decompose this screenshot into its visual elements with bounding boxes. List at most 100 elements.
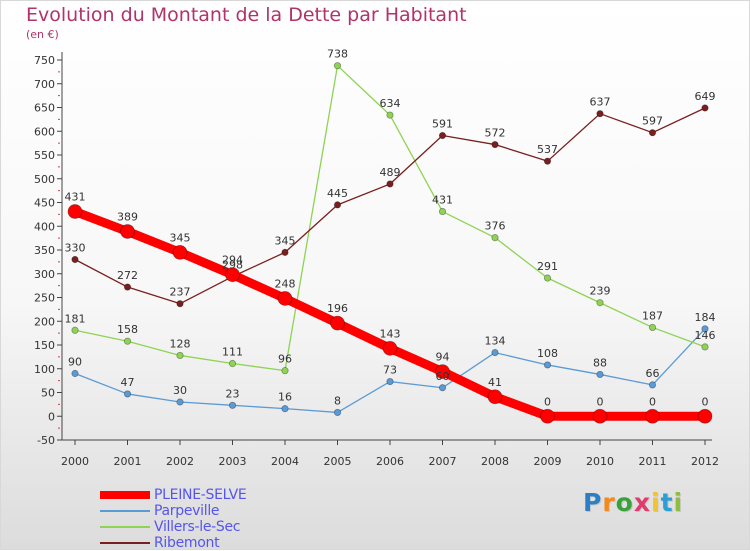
series-point-villers-le-sec (491, 234, 499, 242)
data-label-ribemont: 489 (380, 166, 401, 179)
proxiti-logo: Proxiti (583, 488, 683, 517)
series-point-parpeville (228, 401, 237, 409)
data-label-parpeville: 88 (593, 356, 607, 369)
series-point-ribemont (386, 180, 394, 188)
data-label-parpeville: 30 (173, 384, 187, 397)
series-point-ribemont (438, 131, 447, 140)
data-label-villers-le-sec: 111 (222, 346, 243, 359)
series-point-ribemont (333, 201, 342, 209)
series-point-villers-le-sec (333, 62, 342, 70)
series-point-villers-le-sec (543, 274, 552, 282)
data-label-villers-le-sec: 738 (327, 48, 348, 61)
series-point-parpeville (281, 405, 289, 413)
data-label-ribemont: 591 (432, 118, 453, 131)
series-point-ribemont (596, 110, 604, 118)
chart-subtitle: (en €) (26, 28, 59, 41)
data-label-ribemont: 272 (117, 269, 138, 282)
legend-swatch-parpeville (100, 510, 150, 512)
series-point-villers-le-sec (123, 337, 132, 345)
y-tick-label: 550 (34, 149, 55, 162)
data-label-pleine-selve: 0 (649, 395, 656, 408)
data-label-pleine-selve: 248 (275, 277, 296, 290)
series-point-villers-le-sec (701, 343, 709, 351)
legend-label-villers-le-sec: Villers-le-Sec (154, 519, 241, 535)
data-label-parpeville: 108 (537, 347, 558, 360)
series-point-villers-le-sec (228, 359, 237, 368)
x-tick-label: 2005 (324, 455, 352, 468)
series-line-ribemont (74, 107, 706, 305)
series-point-pleine-selve (487, 389, 503, 405)
series-point-ribemont (123, 283, 132, 291)
series-point-parpeville (543, 361, 552, 369)
logo-letter: x (633, 488, 651, 517)
data-label-parpeville: 184 (695, 311, 716, 324)
series-point-parpeville (386, 377, 394, 386)
logo-letter: i (651, 488, 661, 517)
y-tick-label: 50 (41, 387, 55, 400)
x-tick-label: 2011 (639, 455, 667, 468)
data-label-parpeville: 66 (646, 367, 660, 380)
data-label-pleine-selve: 143 (380, 327, 401, 340)
series-point-pleine-selve (645, 408, 660, 424)
series-point-ribemont (491, 140, 499, 149)
series-point-ribemont (71, 255, 79, 264)
data-label-pleine-selve: 41 (488, 376, 502, 389)
series-point-ribemont (176, 300, 184, 308)
data-label-villers-le-sec: 181 (65, 312, 86, 325)
y-tick-label: 100 (34, 363, 55, 376)
series-point-villers-le-sec (438, 207, 447, 216)
x-tick-label: 2009 (534, 455, 562, 468)
x-tick-label: 2002 (166, 455, 194, 468)
series-point-ribemont (543, 157, 552, 165)
data-label-ribemont: 298 (222, 259, 243, 272)
data-label-ribemont: 345 (275, 234, 296, 247)
y-tick-label: 150 (34, 339, 55, 352)
y-tick-label: 500 (34, 173, 55, 186)
series-point-pleine-selve (225, 267, 240, 283)
x-tick-label: 2001 (114, 455, 142, 468)
data-label-parpeville: 60 (436, 370, 450, 383)
data-label-parpeville: 23 (226, 387, 240, 400)
series-point-ribemont (281, 248, 289, 256)
series-point-pleine-selve (277, 291, 293, 306)
data-label-ribemont: 445 (327, 187, 348, 200)
series-point-villers-le-sec (596, 299, 604, 307)
series-point-parpeville (648, 381, 657, 389)
x-tick-label: 2004 (271, 455, 299, 468)
series-point-parpeville (123, 390, 132, 398)
data-label-ribemont: 572 (485, 127, 506, 140)
legend-label-ribemont: Ribemont (154, 535, 220, 551)
data-label-ribemont: 649 (695, 90, 716, 103)
y-tick-label: 250 (34, 292, 55, 305)
series-point-parpeville (333, 408, 342, 417)
series-point-villers-le-sec (176, 351, 184, 360)
y-tick-label: 600 (34, 125, 55, 138)
data-label-parpeville: 8 (334, 394, 341, 407)
y-tick-label: 450 (34, 197, 55, 210)
data-label-villers-le-sec: 634 (380, 97, 401, 110)
series-point-parpeville (491, 348, 499, 357)
legend-swatch-pleine-selve (100, 491, 150, 499)
series-point-parpeville (176, 398, 184, 406)
data-label-villers-le-sec: 376 (485, 220, 506, 233)
data-label-ribemont: 637 (590, 96, 611, 109)
y-tick-label: 750 (34, 54, 55, 67)
logo-letter: t (660, 488, 674, 517)
y-tick-label: 0 (48, 410, 55, 423)
data-label-villers-le-sec: 431 (432, 194, 453, 207)
y-tick-label: 300 (34, 268, 55, 281)
data-label-ribemont: 330 (65, 242, 86, 255)
data-label-villers-le-sec: 158 (117, 323, 138, 336)
y-tick-label: 700 (34, 78, 55, 91)
y-tick-label: 650 (34, 102, 55, 115)
data-label-pleine-selve: 0 (544, 395, 551, 408)
y-tick-label: 350 (34, 244, 55, 257)
series-point-parpeville (71, 369, 79, 378)
data-label-pleine-selve: 0 (702, 395, 709, 408)
data-label-ribemont: 237 (170, 286, 191, 299)
data-label-parpeville: 73 (383, 364, 397, 377)
legend-swatch-ribemont (100, 542, 150, 544)
data-label-villers-le-sec: 187 (642, 309, 663, 322)
data-label-pleine-selve: 431 (65, 191, 86, 204)
